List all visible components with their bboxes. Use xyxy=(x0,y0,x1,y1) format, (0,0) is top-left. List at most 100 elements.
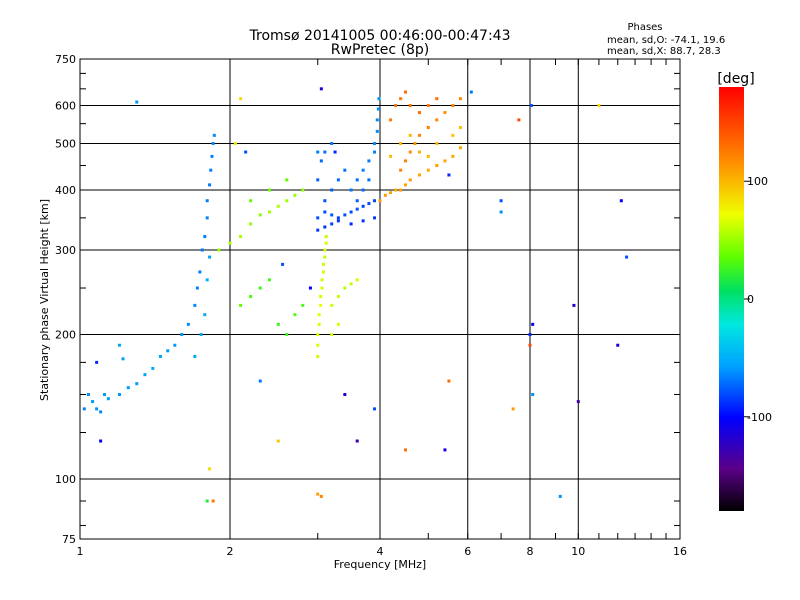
x-tick-label: 16 xyxy=(673,545,687,558)
data-point xyxy=(376,107,380,111)
data-point xyxy=(330,188,334,192)
data-point xyxy=(597,104,601,108)
data-point xyxy=(435,142,439,146)
data-point xyxy=(186,322,190,326)
data-point xyxy=(316,216,320,220)
data-point xyxy=(320,278,324,282)
data-point xyxy=(117,393,121,397)
data-point xyxy=(210,154,214,158)
data-point xyxy=(258,379,262,383)
data-point xyxy=(458,125,462,129)
data-point xyxy=(336,216,340,220)
data-point xyxy=(203,235,207,239)
data-point xyxy=(205,216,209,220)
data-point xyxy=(336,322,340,326)
stats-line-o: mean, sd,O: -74.1, 19.6 xyxy=(607,35,725,46)
data-point xyxy=(361,168,365,172)
data-point xyxy=(200,248,204,252)
x-tick-label: 1 xyxy=(77,545,84,558)
data-point xyxy=(349,188,353,192)
colorbar xyxy=(719,87,744,511)
data-point xyxy=(377,97,381,101)
data-point xyxy=(389,118,393,122)
data-point xyxy=(355,199,359,203)
data-point xyxy=(106,397,110,401)
data-point xyxy=(417,173,421,177)
data-point xyxy=(308,286,312,290)
data-point xyxy=(323,210,327,214)
data-point xyxy=(285,178,289,182)
data-point xyxy=(330,333,334,337)
data-point xyxy=(323,248,327,252)
data-point xyxy=(403,90,407,94)
data-point xyxy=(285,333,289,337)
data-point xyxy=(378,199,382,203)
data-point xyxy=(528,343,532,347)
data-point xyxy=(349,222,353,226)
data-point xyxy=(276,204,280,208)
stats-line-x: mean, sd,X: 88.7, 28.3 xyxy=(607,46,721,57)
data-point xyxy=(205,499,209,503)
data-point xyxy=(293,313,297,317)
data-point xyxy=(451,133,455,137)
y-tick-label: 600 xyxy=(55,100,76,113)
data-point xyxy=(121,357,125,361)
data-point xyxy=(399,97,403,101)
data-point xyxy=(375,118,379,122)
data-point xyxy=(321,270,325,274)
data-point xyxy=(616,343,620,347)
data-point xyxy=(373,216,377,220)
data-point xyxy=(323,255,327,259)
data-point xyxy=(531,322,535,326)
data-point xyxy=(499,199,503,203)
grid-lines xyxy=(80,59,680,539)
data-point xyxy=(321,262,325,266)
y-tick-label: 300 xyxy=(55,244,76,257)
data-point xyxy=(576,400,580,404)
data-point xyxy=(361,219,365,223)
data-point xyxy=(399,188,403,192)
data-point xyxy=(558,494,562,498)
data-point xyxy=(361,188,365,192)
data-point xyxy=(458,97,462,101)
data-point xyxy=(447,173,451,177)
data-point xyxy=(517,118,521,122)
data-point xyxy=(324,235,328,239)
data-point xyxy=(135,100,139,104)
data-point xyxy=(426,104,430,108)
data-point xyxy=(211,142,215,146)
data-point xyxy=(199,333,203,337)
data-point xyxy=(323,199,327,203)
data-point xyxy=(180,333,184,337)
data-point xyxy=(336,178,340,182)
data-point xyxy=(212,133,216,137)
data-point xyxy=(158,354,162,358)
data-point xyxy=(267,210,271,214)
data-point xyxy=(319,303,323,307)
data-point xyxy=(330,213,334,217)
colorbar-tick-label: 0 xyxy=(747,293,754,306)
data-point xyxy=(619,199,623,203)
data-point xyxy=(330,303,334,307)
data-point xyxy=(301,303,305,307)
data-point xyxy=(443,448,447,452)
data-point xyxy=(333,150,337,154)
data-point xyxy=(367,178,371,182)
data-point xyxy=(99,439,103,443)
axis-ticks: 1 2 4 6 8 10 16 75 100 200 300 400 500 600 750 xyxy=(55,53,687,558)
data-point xyxy=(320,286,324,290)
data-point xyxy=(276,439,280,443)
data-point xyxy=(82,407,86,411)
data-point xyxy=(413,142,417,146)
data-point xyxy=(394,104,398,108)
data-point xyxy=(217,248,221,252)
data-point xyxy=(317,313,321,317)
data-point xyxy=(355,207,359,211)
data-point xyxy=(572,303,576,307)
data-point xyxy=(239,303,243,307)
data-point xyxy=(426,125,430,129)
data-point xyxy=(417,150,421,154)
data-point xyxy=(151,366,155,370)
data-point xyxy=(86,393,90,397)
